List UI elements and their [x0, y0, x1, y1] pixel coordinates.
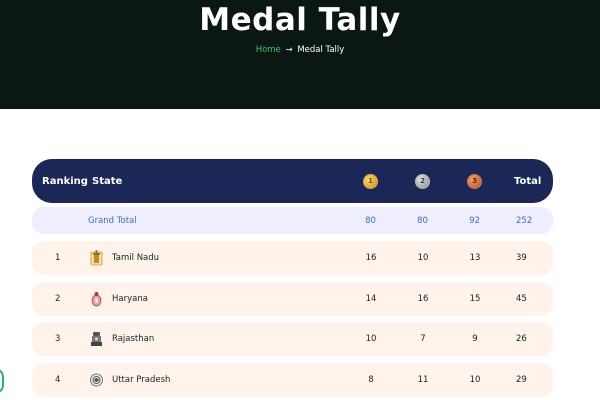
grand-total-bronze: 92 — [469, 215, 480, 226]
table-row[interactable]: 3 Rajasthan 10 7 9 26 — [32, 322, 553, 356]
header-gold: 1 — [362, 159, 379, 203]
row-bronze: 13 — [469, 253, 481, 263]
header-total: Total — [514, 175, 542, 187]
row-rank: 3 — [55, 334, 61, 344]
grand-total-silver: 80 — [417, 215, 428, 226]
row-silver: 16 — [417, 294, 429, 304]
row-state: Rajasthan — [112, 334, 155, 344]
page-hero: Medal Tally Home → Medal Tally — [0, 0, 600, 109]
gold-medal-icon: 1 — [363, 173, 378, 189]
row-total: 45 — [516, 294, 527, 304]
row-bronze: 9 — [472, 334, 478, 344]
breadcrumb-current: Medal Tally — [297, 45, 345, 55]
bronze-medal-icon: 3 — [467, 173, 482, 189]
table-row[interactable]: 1 Tamil Nadu 16 10 13 39 — [32, 241, 553, 275]
row-gold: 14 — [365, 294, 377, 304]
header-ranking: Ranking — [42, 175, 88, 187]
row-gold: 16 — [365, 253, 377, 263]
grand-total-row: Grand Total 80 80 92 252 — [32, 207, 553, 234]
row-bronze: 10 — [469, 375, 481, 385]
grand-total-total: 252 — [516, 215, 533, 226]
row-silver: 11 — [417, 375, 429, 385]
row-state: Tamil Nadu — [112, 253, 160, 263]
haryana-emblem-icon — [91, 292, 101, 307]
table-row[interactable]: 4 Uttar Pradesh 8 11 10 29 — [32, 363, 553, 397]
header-silver: 2 — [414, 159, 431, 203]
uttar-pradesh-emblem-icon — [89, 373, 103, 387]
grand-total-label: Grand Total — [88, 215, 137, 226]
table-row[interactable]: 2 Haryana 14 16 15 45 — [32, 282, 553, 316]
breadcrumb-home-link[interactable]: Home — [255, 45, 281, 55]
tamil-nadu-emblem-icon — [90, 250, 102, 266]
silver-medal-icon: 2 — [415, 173, 430, 189]
row-bronze: 15 — [469, 294, 481, 304]
row-total: 29 — [516, 375, 527, 385]
rajasthan-emblem-icon — [90, 332, 102, 346]
floating-chat-button[interactable] — [0, 368, 4, 394]
row-state: Haryana — [112, 294, 148, 304]
row-total: 26 — [516, 334, 527, 344]
row-state: Uttar Pradesh — [112, 375, 171, 385]
row-rank: 4 — [55, 375, 61, 385]
row-silver: 10 — [417, 253, 429, 263]
table-header: Ranking State 1 2 3 Total — [32, 159, 553, 203]
breadcrumb-arrow-icon: → — [285, 45, 293, 55]
row-gold: 8 — [368, 375, 374, 385]
row-silver: 7 — [420, 334, 426, 344]
grand-total-gold: 80 — [365, 215, 376, 226]
header-state: State — [92, 175, 123, 187]
breadcrumb: Home → Medal Tally — [0, 45, 600, 55]
header-bronze: 3 — [466, 159, 483, 203]
row-total: 39 — [516, 253, 527, 263]
row-rank: 1 — [55, 253, 61, 263]
page-title: Medal Tally — [199, 2, 401, 38]
row-gold: 10 — [365, 334, 377, 344]
row-rank: 2 — [55, 294, 61, 304]
